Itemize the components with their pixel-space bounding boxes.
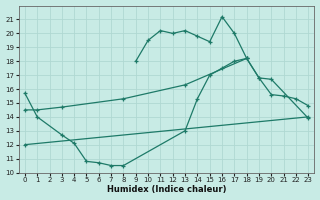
- X-axis label: Humidex (Indice chaleur): Humidex (Indice chaleur): [107, 185, 226, 194]
